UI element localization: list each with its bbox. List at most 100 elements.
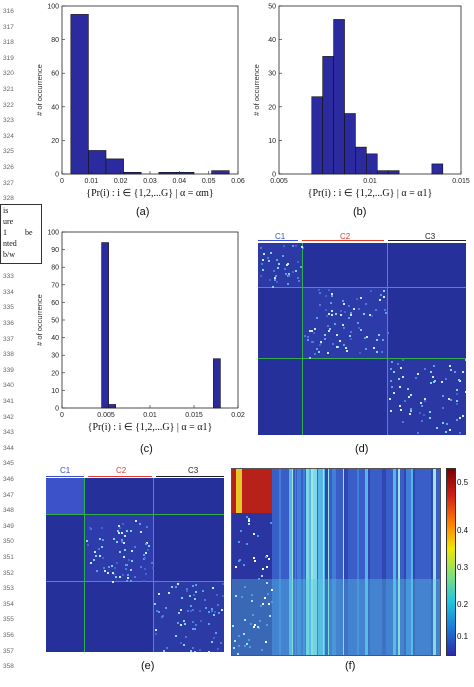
matrix-cell-highlight [116,540,119,543]
matrix-cell-highlight [244,654,247,655]
matrix-cell-highlight [336,346,339,349]
matrix-cell-highlight [176,621,179,624]
cluster-header-c2: C2 [340,232,351,241]
matrix-cell-highlight [234,639,237,642]
matrix-cell-highlight [125,563,128,566]
histogram-bar [213,358,221,409]
matrix-cell-highlight [125,530,128,533]
high-value-stripe [236,469,242,513]
line-number: 328 [3,195,14,203]
matrix-cell-highlight [167,592,170,595]
matrix-cell-highlight [155,628,158,631]
matrix-cell-highlight [147,545,150,548]
matrix-cell-highlight [119,526,122,529]
matrix-cell-highlight [133,546,136,549]
matrix-cell-highlight [244,644,247,647]
matrix-cell-highlight [345,350,348,353]
matrix-cell-highlight [94,550,97,553]
matrix-cell-highlight [99,538,102,541]
matrix-cell-highlight [117,531,120,534]
cluster-divider [302,243,303,435]
matrix-cell-highlight [345,347,348,350]
column-stripe [331,469,336,655]
histogram-bar [355,146,367,175]
matrix-cell-highlight [204,599,207,602]
matrix-cell-highlight [379,298,382,301]
column-stripe [321,469,325,655]
line-number: 337 [3,335,14,343]
matrix-cell-highlight [360,328,363,331]
matrix-cell-highlight [210,607,213,610]
matrix-cell-highlight [194,591,197,594]
matrix-cell-highlight [106,571,109,574]
y-tick-label: 0 [272,172,276,179]
matrix-cell-highlight [348,317,351,320]
line-number: 351 [3,554,14,561]
matrix-cell-highlight [294,244,297,247]
matrix-cell-highlight [165,606,168,609]
x-tick-label: 0.01 [143,412,157,419]
matrix-cell-highlight [261,603,264,606]
matrix-cell-highlight [319,292,322,295]
cluster-header-line-c3 [156,476,224,477]
line-number: 346 [3,476,14,483]
matrix-cell-highlight [142,579,145,582]
diagonal-block [46,478,84,514]
matrix-cell-highlight [248,639,250,642]
line-number: 323 [3,117,14,125]
matrix-cell-highlight [191,647,194,650]
line-number: 345 [3,460,14,468]
matrix-cell-highlight [214,611,217,614]
x-tick-label: 0.01 [363,178,377,185]
matrix-cell-highlight [190,610,193,613]
matrix-d-image [258,243,466,435]
matrix-cell-highlight [111,572,114,575]
matrix-cell-highlight [313,328,316,331]
y-tick-label: 50 [51,318,59,325]
matrix-cell-highlight [350,337,352,340]
matrix-cell-highlight [301,245,304,248]
matrix-cell-highlight [161,616,164,619]
matrix-cell-highlight [237,644,240,647]
column-stripe [278,469,282,655]
column-stripe [413,469,416,655]
matrix-cell-highlight [134,519,137,522]
matrix-cell-highlight [319,342,322,345]
matrix-cell-highlight [133,575,136,578]
column-stripe [364,469,368,655]
y-tick-label: 90 [51,247,59,254]
matrix-cell-highlight [459,417,462,420]
matrix-cell-highlight [125,579,128,582]
line-number: 338 [3,351,14,359]
matrix-cell-highlight [243,619,246,622]
matrix-cell-highlight [144,572,147,575]
matrix-cell-highlight [420,404,423,407]
side-note-text: b/w [3,250,15,259]
matrix-cell-highlight [251,593,254,596]
matrix-cell-highlight [245,543,248,546]
matrix-cell-highlight [139,565,142,568]
column-stripe [309,469,312,655]
matrix-cell-highlight [399,366,402,369]
matrix-cell-highlight [400,409,403,412]
cluster-header-line-c1 [258,240,298,241]
diagonal-block [154,582,224,652]
matrix-cell-highlight [323,334,326,337]
side-note-fragment: is ure 1 be nted b/w [0,204,42,264]
side-note-text: ure [3,217,14,226]
matrix-cell-highlight [444,378,447,381]
cluster-header-line-c1 [46,476,84,477]
matrix-cell-highlight [271,285,274,288]
matrix-cell-highlight [185,636,188,639]
matrix-cell-highlight [456,403,459,406]
colorbar-tick: 0.3 [457,563,469,572]
matrix-cell-highlight [124,535,127,538]
y-tick-label: 20 [51,370,59,377]
matrix-cell-highlight [201,590,204,593]
matrix-cell-highlight [191,620,194,623]
matrix-cell-highlight [429,411,432,414]
matrix-cell-highlight [155,633,158,636]
x-tick-label: 0 [60,412,64,419]
matrix-cell-highlight [205,606,208,609]
matrix-cell-highlight [286,263,289,266]
